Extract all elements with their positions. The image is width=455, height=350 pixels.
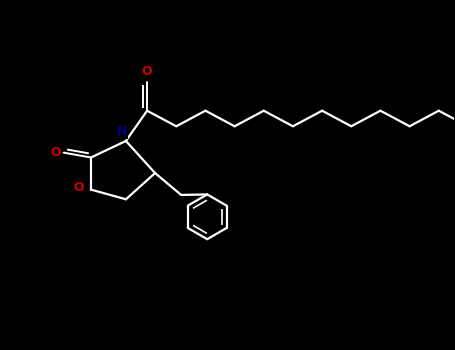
Text: O: O	[73, 181, 84, 194]
Text: O: O	[51, 146, 61, 159]
Text: O: O	[142, 65, 152, 78]
Text: N: N	[117, 125, 127, 138]
